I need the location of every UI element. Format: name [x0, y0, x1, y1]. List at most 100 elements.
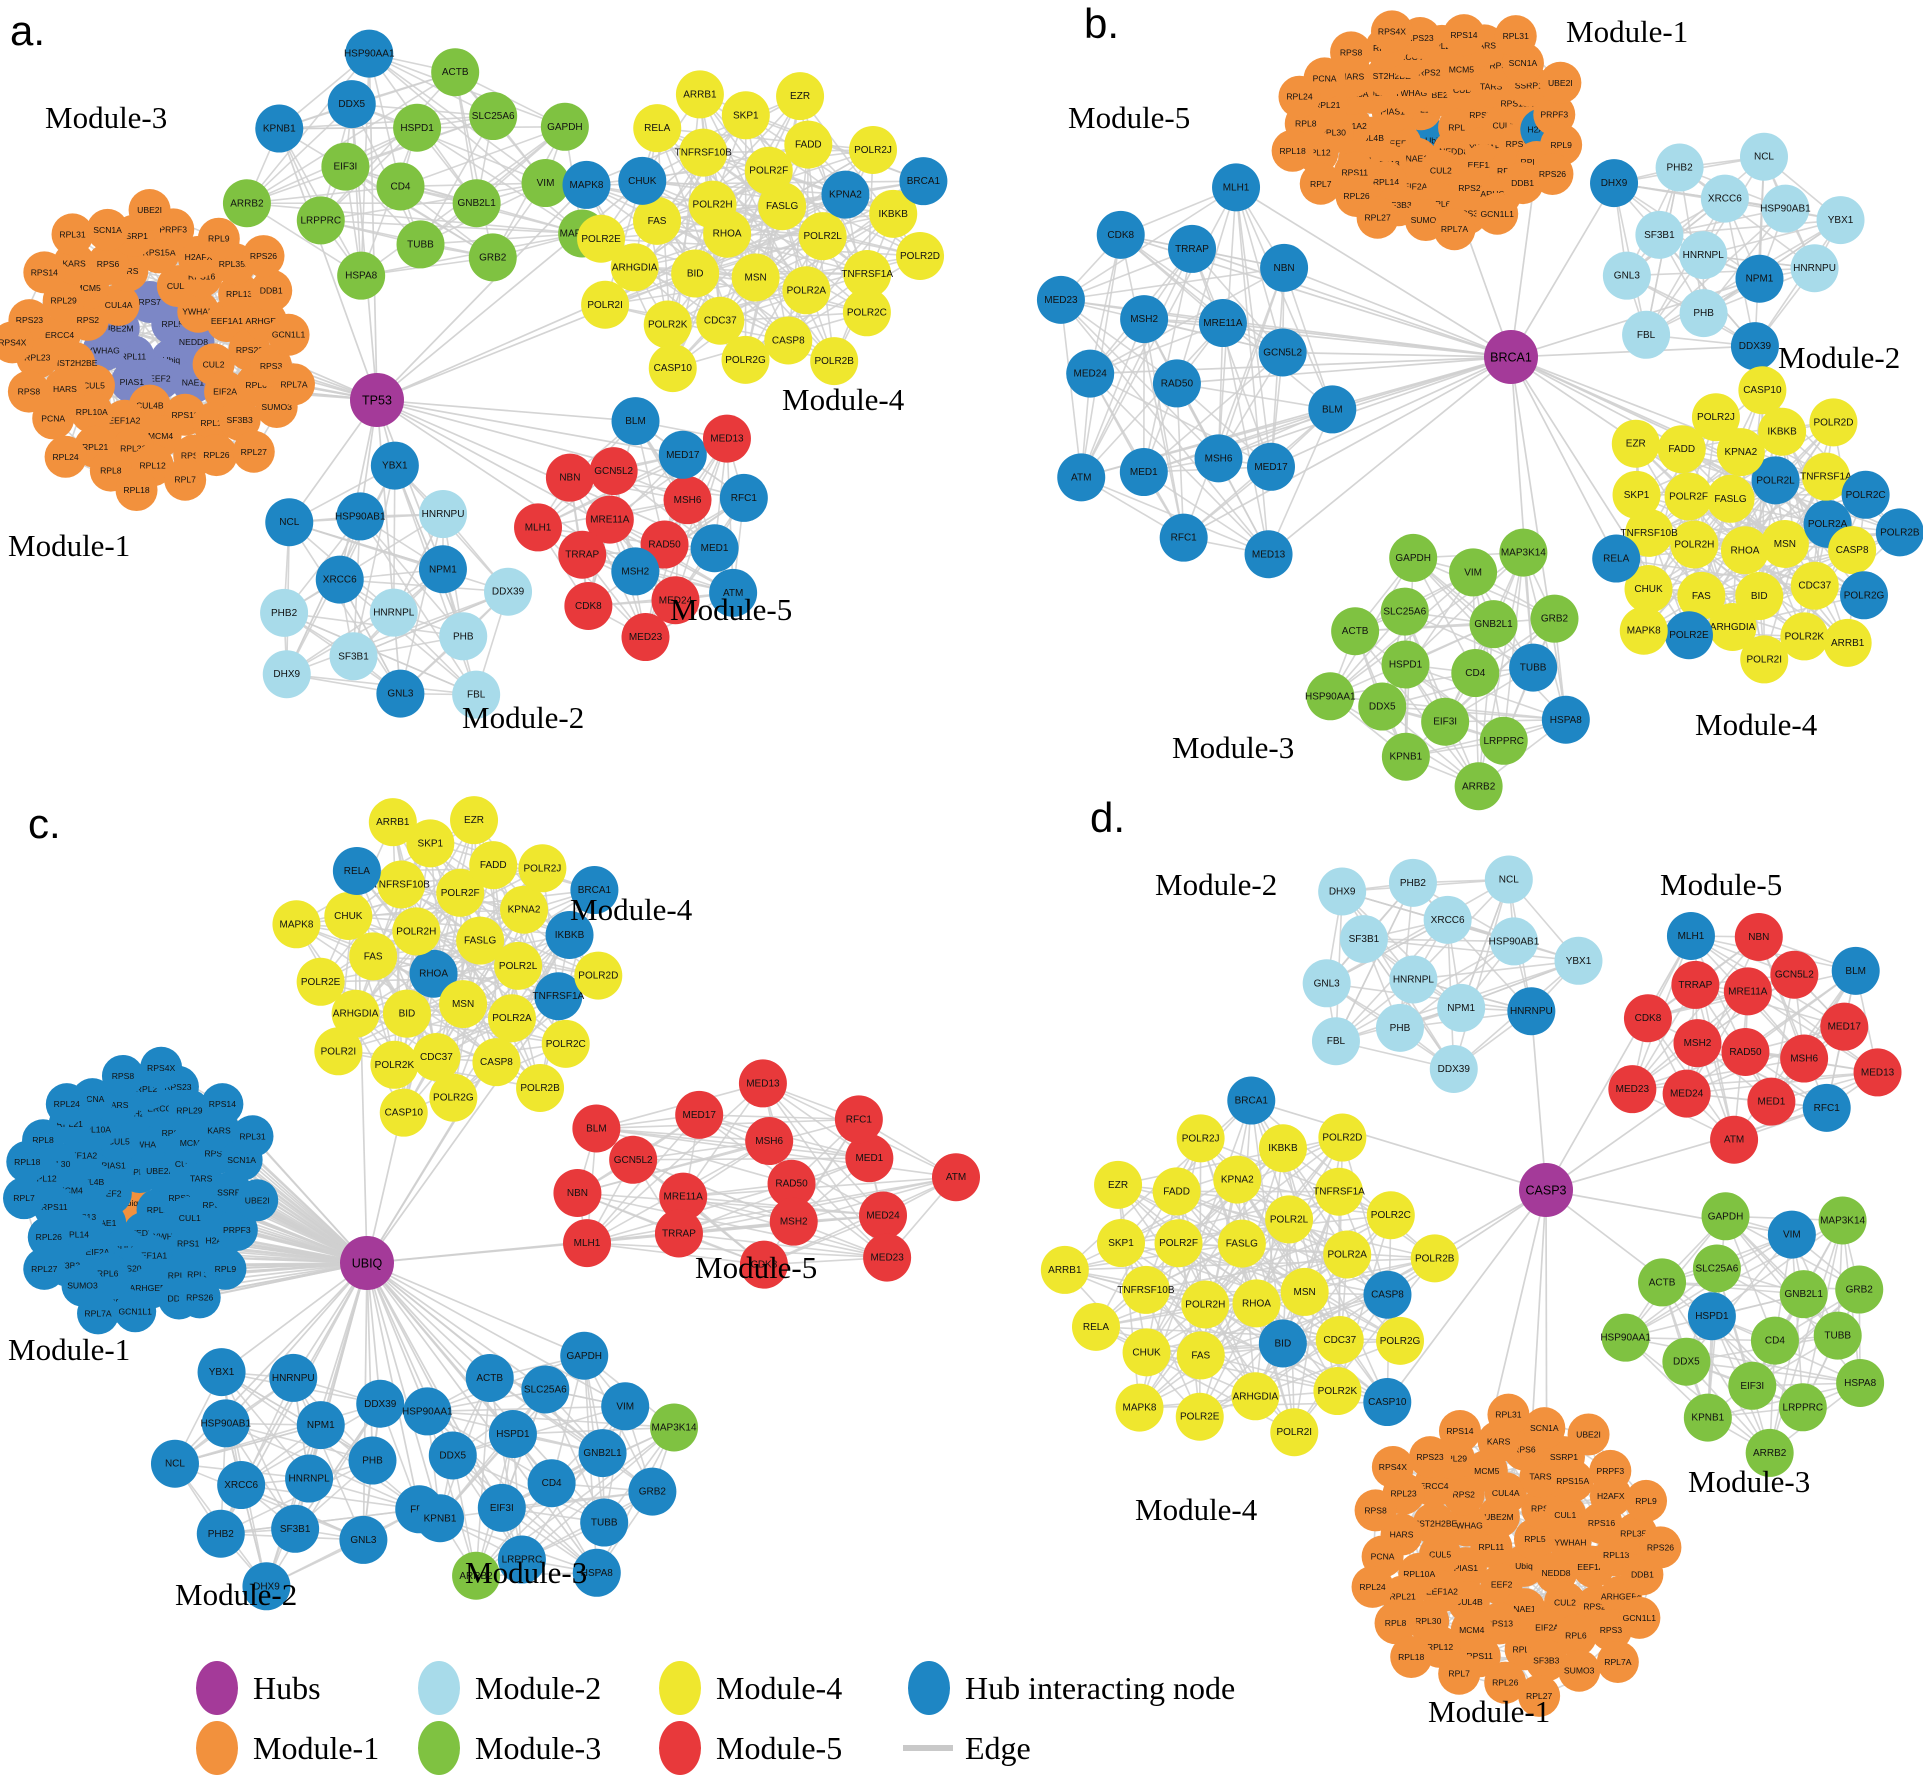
- node-MLH1[interactable]: [514, 503, 563, 552]
- node-FAS[interactable]: [1677, 571, 1726, 620]
- node-ACTB[interactable]: [1331, 607, 1380, 656]
- node-GNL3[interactable]: [1602, 251, 1651, 300]
- node-HSP90AA1[interactable]: [1601, 1313, 1650, 1362]
- node-CDK8[interactable]: [1623, 994, 1672, 1043]
- node-POLR2F[interactable]: [1664, 472, 1713, 521]
- node-CDK8[interactable]: [564, 581, 613, 630]
- node-POLR2G[interactable]: [721, 335, 770, 384]
- node-POLR2H[interactable]: [688, 180, 737, 229]
- node-RPL9[interactable]: [204, 1247, 247, 1290]
- node-HIST2H2BE[interactable]: [1412, 1502, 1455, 1545]
- node-CD4[interactable]: [527, 1459, 576, 1508]
- node-SF3B3[interactable]: [1525, 1639, 1568, 1682]
- node-GRB2[interactable]: [628, 1467, 677, 1516]
- node-NBN[interactable]: [1734, 912, 1783, 961]
- node-MED13[interactable]: [738, 1059, 787, 1108]
- node-POLR2L[interactable]: [1265, 1195, 1314, 1244]
- node-MRE11A[interactable]: [659, 1172, 708, 1221]
- node-RPS6[interactable]: [87, 243, 130, 286]
- node-CHUK[interactable]: [618, 156, 667, 205]
- node-RPL31[interactable]: [231, 1115, 274, 1158]
- node-MED17[interactable]: [1820, 1002, 1869, 1051]
- node-UBE2I[interactable]: [1567, 1413, 1610, 1456]
- node-RPS4X[interactable]: [1370, 10, 1413, 53]
- node-POLR2B[interactable]: [1875, 508, 1923, 557]
- node-POLR2C[interactable]: [1841, 470, 1890, 519]
- node-RPL18[interactable]: [1271, 129, 1314, 172]
- node-PRPF3[interactable]: [215, 1208, 258, 1251]
- node-ARHGDIA[interactable]: [1231, 1372, 1280, 1421]
- node-MRE11A[interactable]: [585, 495, 634, 544]
- node-RPL31[interactable]: [1487, 1393, 1530, 1436]
- node-MSH2[interactable]: [611, 547, 660, 596]
- node-RPL18[interactable]: [6, 1140, 49, 1183]
- node-RPS8[interactable]: [1330, 31, 1373, 74]
- node-HNRNPL[interactable]: [1679, 231, 1728, 280]
- node-CUL1[interactable]: [1544, 1493, 1587, 1536]
- node-PCNA[interactable]: [32, 397, 75, 440]
- node-RFC1[interactable]: [719, 473, 768, 522]
- node-POLR2L[interactable]: [1751, 456, 1800, 505]
- node-HNRNPL[interactable]: [369, 588, 418, 637]
- node-RPL24[interactable]: [1278, 75, 1321, 118]
- node-POLR2D[interactable]: [1809, 398, 1858, 447]
- node-DHX9[interactable]: [1318, 867, 1367, 916]
- node-PHB2[interactable]: [1388, 858, 1437, 907]
- node-POLR2I[interactable]: [1270, 1408, 1319, 1457]
- node-POLR2A[interactable]: [1323, 1230, 1372, 1279]
- node-MED13[interactable]: [702, 414, 751, 463]
- node-KPNB1[interactable]: [1683, 1393, 1732, 1442]
- node-POLR2I[interactable]: [1740, 635, 1789, 684]
- node-VIM[interactable]: [1449, 548, 1498, 597]
- node-POLR2D[interactable]: [896, 231, 945, 280]
- node-CD4[interactable]: [1451, 649, 1500, 698]
- node-FBL[interactable]: [452, 670, 501, 719]
- node-PHB2[interactable]: [1655, 143, 1704, 192]
- node-BID[interactable]: [671, 249, 720, 298]
- node-IKBKB[interactable]: [545, 911, 594, 960]
- node-SLC25A6[interactable]: [1692, 1244, 1741, 1293]
- node-EZR[interactable]: [1611, 419, 1660, 468]
- node-RPL27[interactable]: [23, 1247, 66, 1290]
- node-RPS26[interactable]: [1531, 152, 1574, 195]
- node-MSN[interactable]: [439, 980, 488, 1029]
- node-LRPPRC[interactable]: [497, 1535, 546, 1584]
- node-EZR[interactable]: [776, 72, 825, 121]
- node-SF3B3[interactable]: [218, 398, 261, 441]
- node-IKBKB[interactable]: [869, 189, 918, 238]
- node-HSP90AA1[interactable]: [403, 1387, 452, 1436]
- node-NCL[interactable]: [265, 498, 314, 547]
- node-POLR2A[interactable]: [782, 266, 831, 315]
- node-SF3B1[interactable]: [1635, 210, 1684, 259]
- node-POLR2E[interactable]: [1664, 611, 1713, 660]
- node-SKP1[interactable]: [406, 819, 455, 868]
- hub-node-CASP3[interactable]: [1519, 1163, 1573, 1217]
- node-CDC37[interactable]: [696, 296, 745, 345]
- node-NCL[interactable]: [1484, 855, 1533, 904]
- node-RELA[interactable]: [1071, 1302, 1120, 1351]
- node-HNRNPL[interactable]: [1389, 955, 1438, 1004]
- node-ATM[interactable]: [1057, 453, 1106, 502]
- node-RPL27[interactable]: [1518, 1674, 1561, 1717]
- node-RPS8[interactable]: [1354, 1489, 1397, 1532]
- node-POLR2K[interactable]: [1780, 612, 1829, 661]
- node-MSH6[interactable]: [1194, 434, 1243, 483]
- node-FADD[interactable]: [469, 841, 518, 890]
- node-SLC25A6[interactable]: [521, 1365, 570, 1414]
- node-FAS[interactable]: [1176, 1331, 1225, 1380]
- node-SUMO3[interactable]: [1558, 1649, 1601, 1692]
- node-NPM1[interactable]: [1437, 983, 1486, 1032]
- node-GRB2[interactable]: [1835, 1265, 1884, 1314]
- node-NBN[interactable]: [545, 453, 594, 502]
- node-MSH6[interactable]: [745, 1117, 794, 1166]
- node-CASP8[interactable]: [472, 1038, 521, 1087]
- node-SF3B1[interactable]: [271, 1504, 320, 1553]
- node-TNFRSF10B[interactable]: [1625, 508, 1674, 557]
- node-KPNB1[interactable]: [255, 104, 304, 153]
- node-POLR2I[interactable]: [581, 280, 630, 329]
- node-RPL31[interactable]: [1494, 15, 1537, 58]
- node-HSPD1[interactable]: [1381, 640, 1430, 689]
- node-LRPPRC[interactable]: [296, 196, 345, 245]
- node-KPNA2[interactable]: [1213, 1155, 1262, 1204]
- node-POLR2L[interactable]: [798, 212, 847, 261]
